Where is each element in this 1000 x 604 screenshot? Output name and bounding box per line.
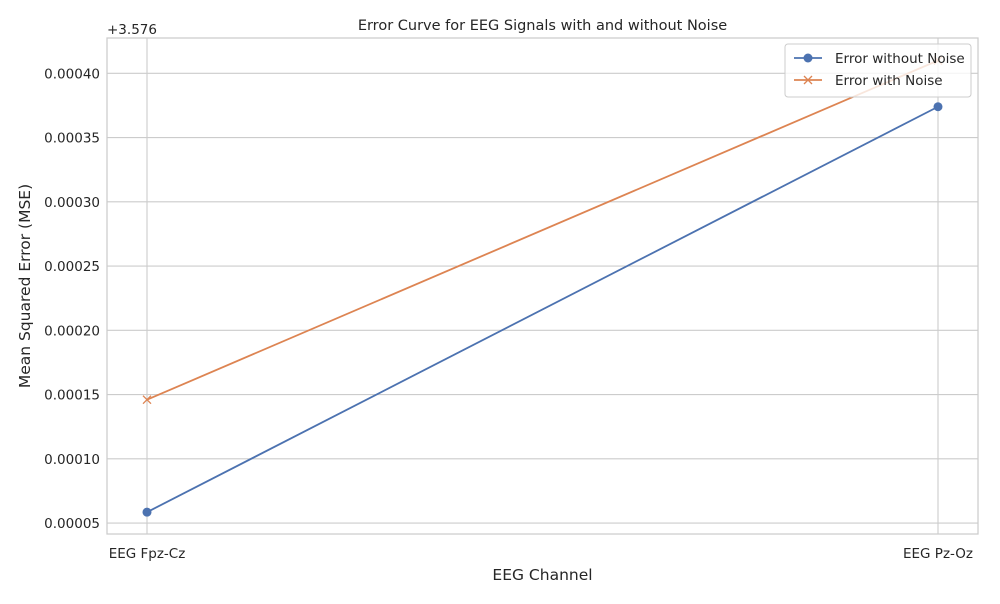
y-tick-label: 0.00025: [44, 259, 100, 275]
y-tick-label: 0.00030: [44, 195, 100, 211]
legend-box: [784, 43, 972, 98]
x-axis-label: EEG Channel: [492, 566, 592, 584]
x-tick-label: EEG Fpz-Cz: [109, 546, 186, 562]
x-tick-label: EEG Pz-Oz: [903, 546, 973, 562]
y-tick-label: 0.00015: [44, 388, 100, 404]
data-point: [803, 53, 813, 63]
y-offset-label: +3.576: [107, 22, 157, 38]
legend-label: Error with Noise: [835, 73, 943, 89]
y-tick-label: 0.00020: [44, 323, 100, 339]
chart-title: Error Curve for EEG Signals with and wit…: [358, 18, 727, 34]
data-point: [142, 507, 152, 517]
y-tick-label: 0.00035: [44, 131, 100, 147]
plot-frame: [106, 37, 979, 535]
tick-layer: 0.00005 0.00010 0.00015 0.00020 0.00025 0.000…: [44, 66, 973, 562]
series-line: [146, 59, 939, 401]
legend: Error without Noise Error with Noise: [784, 43, 972, 98]
series-line: [146, 105, 939, 513]
series-group: [142, 102, 943, 517]
data-point: [142, 395, 152, 405]
data-point: [933, 102, 943, 112]
grid-layer: [107, 38, 978, 534]
data-point: [803, 75, 813, 85]
y-tick-label: 0.00040: [44, 66, 100, 82]
data-point-stroke: [803, 75, 813, 85]
data-point-stroke: [142, 395, 152, 405]
y-axis-label: Mean Squared Error (MSE): [16, 184, 34, 388]
y-tick-label: 0.00010: [44, 452, 100, 468]
series-group: [142, 56, 943, 405]
y-tick-label: 0.00005: [44, 516, 100, 532]
legend-item: Error with Noise: [794, 73, 943, 89]
legend-label: Error without Noise: [835, 51, 965, 67]
series-layer: [142, 56, 943, 517]
legend-item: Error without Noise: [794, 51, 965, 67]
